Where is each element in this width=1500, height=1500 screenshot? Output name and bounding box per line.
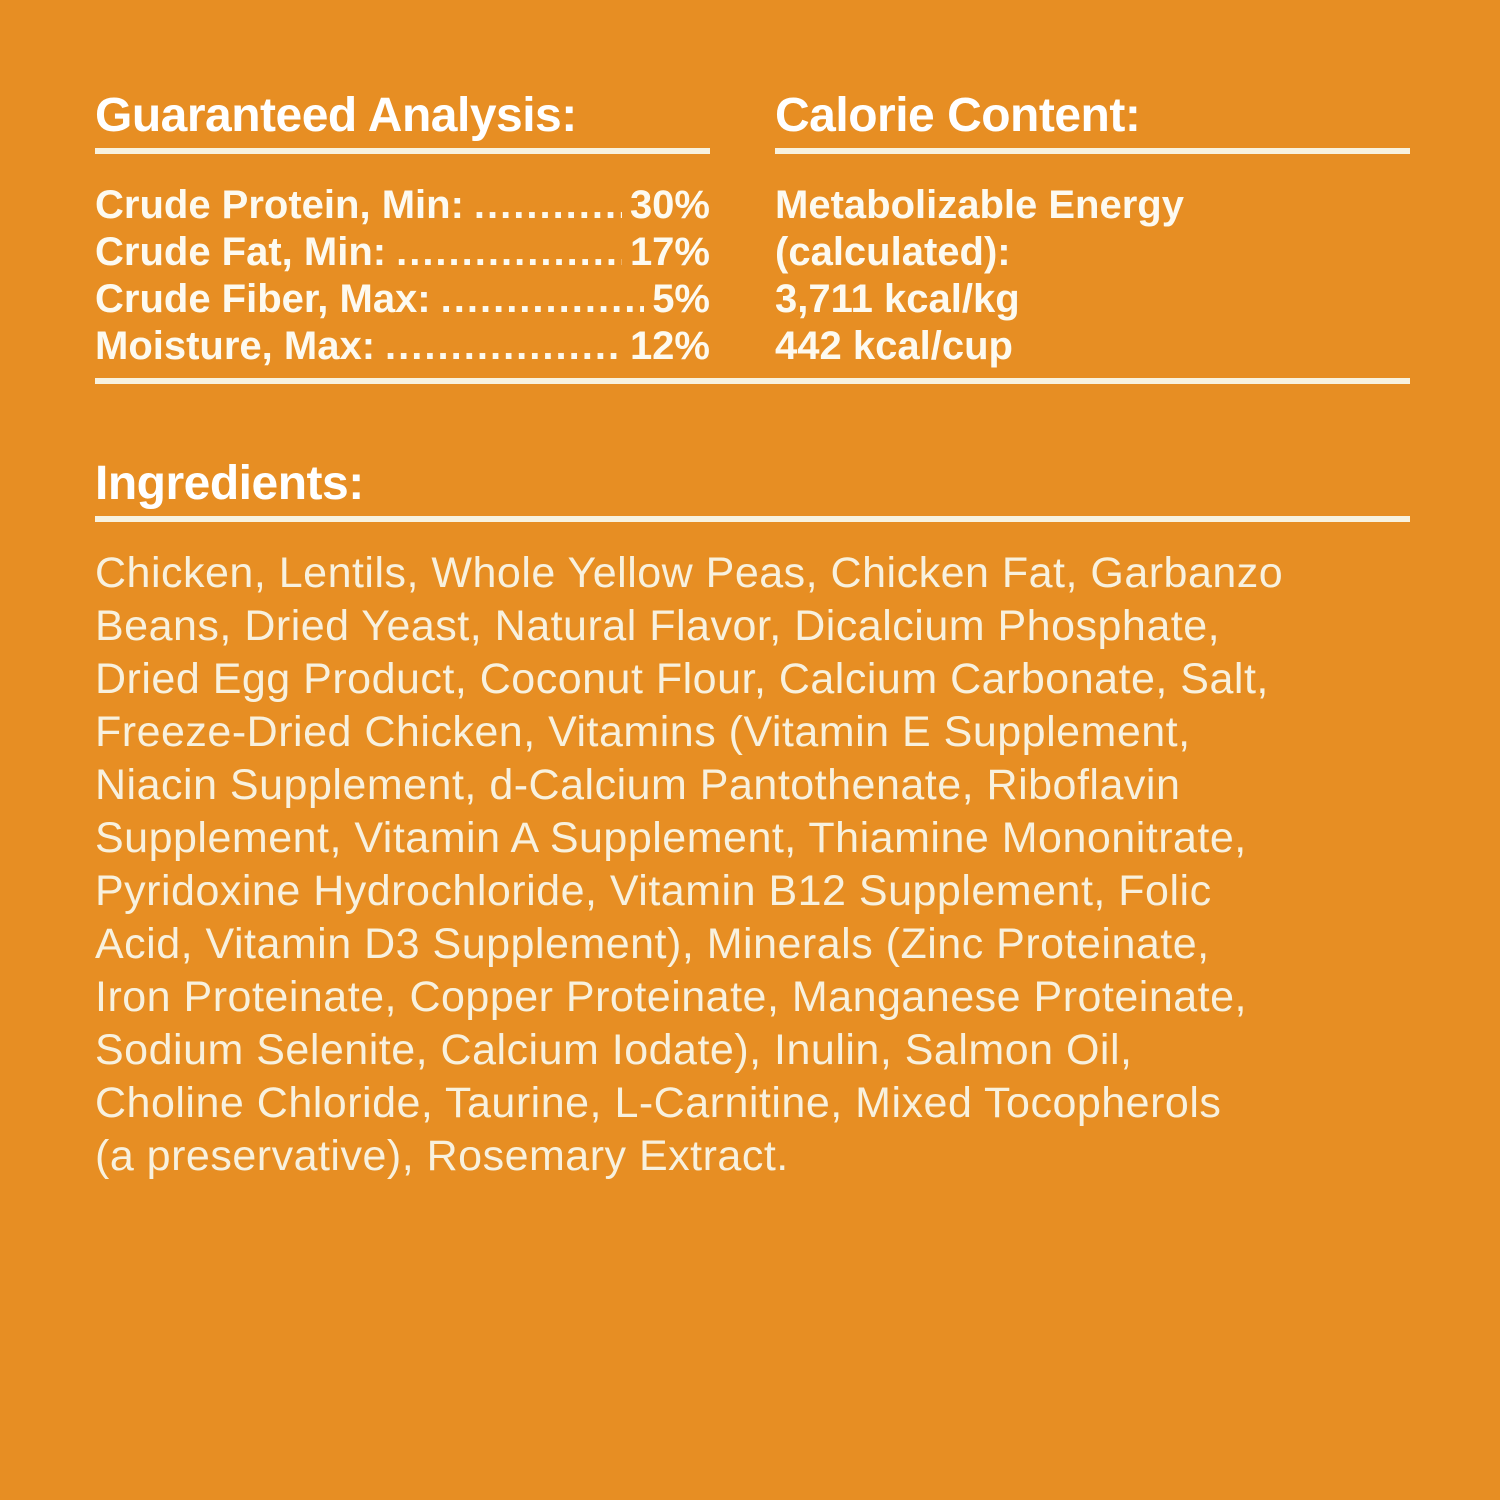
ingredients-divider [95,516,1410,522]
ingredients-line: Beans, Dried Yeast, Natural Flavor, Dica… [95,602,1221,650]
analysis-row-moisture: Moisture, Max: .........................… [95,323,710,370]
calorie-line-kcal-cup: 442 kcal/cup [775,324,1013,368]
ingredients-line: Dried Egg Product, Coconut Flour, Calciu… [95,655,1269,703]
calorie-line-kcal-kg: 3,711 kcal/kg [775,277,1020,321]
section-divider [95,378,1410,384]
analysis-label: Moisture, Max: [95,324,376,368]
calorie-content-lines: Metabolizable Energy (calculated): 3,711… [775,182,1410,370]
analysis-value: 17% [629,230,710,274]
ingredients-line: Freeze-Dried Chicken, Vitamins (Vitamin … [95,708,1191,756]
analysis-row-crude-protein: Crude Protein, Min: ....................… [95,182,710,229]
ingredients-title: Ingredients: [95,457,364,510]
analysis-value: 5% [652,277,710,321]
analysis-row-crude-fat: Crude Fat, Min: ........................… [95,229,710,276]
guaranteed-analysis-divider [95,148,710,154]
calorie-content-section: Calorie Content: Metabolizable Energy (c… [775,92,1410,370]
analysis-dot-leader: ........................................ [440,277,645,321]
guaranteed-analysis-title: Guaranteed Analysis: [95,89,577,142]
analysis-calorie-row: Guaranteed Analysis: Crude Protein, Min:… [95,92,1410,370]
analysis-dot-leader: ........................................ [385,324,622,368]
ingredients-section: Ingredients: Chicken, Lentils, Whole Yel… [95,460,1410,1183]
ingredients-line: Iron Proteinate, Copper Proteinate, Mang… [95,973,1247,1021]
ingredients-line: Pyridoxine Hydrochloride, Vitamin B12 Su… [95,867,1212,915]
ingredients-line: Supplement, Vitamin A Supplement, Thiami… [95,814,1247,862]
ingredients-line: Chicken, Lentils, Whole Yellow Peas, Chi… [95,549,1284,597]
analysis-label: Crude Protein, Min: [95,183,464,227]
ingredients-list: Chicken, Lentils, Whole Yellow Peas, Chi… [95,547,1410,1183]
ingredients-line: Sodium Selenite, Calcium Iodate), Inulin… [95,1026,1133,1074]
ingredients-line: Choline Chloride, Taurine, L-Carnitine, … [95,1079,1222,1127]
analysis-dot-leader: ........................................ [396,230,622,274]
calorie-content-divider [775,148,1410,154]
ingredients-line: Niacin Supplement, d-Calcium Pantothenat… [95,761,1181,809]
analysis-label: Crude Fat, Min: [95,230,387,274]
analysis-row-crude-fiber: Crude Fiber, Max: ......................… [95,276,710,323]
analysis-dot-leader: ........................................ [473,183,622,227]
analysis-value: 12% [629,324,710,368]
calorie-line-energy: Metabolizable Energy [775,183,1184,227]
ingredients-line: (a preservative), Rosemary Extract. [95,1132,789,1180]
ingredients-line: Acid, Vitamin D3 Supplement), Minerals (… [95,920,1210,968]
guaranteed-analysis-section: Guaranteed Analysis: Crude Protein, Min:… [95,92,710,370]
analysis-value: 30% [629,183,710,227]
calorie-content-title: Calorie Content: [775,89,1141,142]
calorie-line-calculated: (calculated): [775,230,1011,274]
analysis-label: Crude Fiber, Max: [95,277,431,321]
guaranteed-analysis-rows: Crude Protein, Min: ....................… [95,182,710,370]
